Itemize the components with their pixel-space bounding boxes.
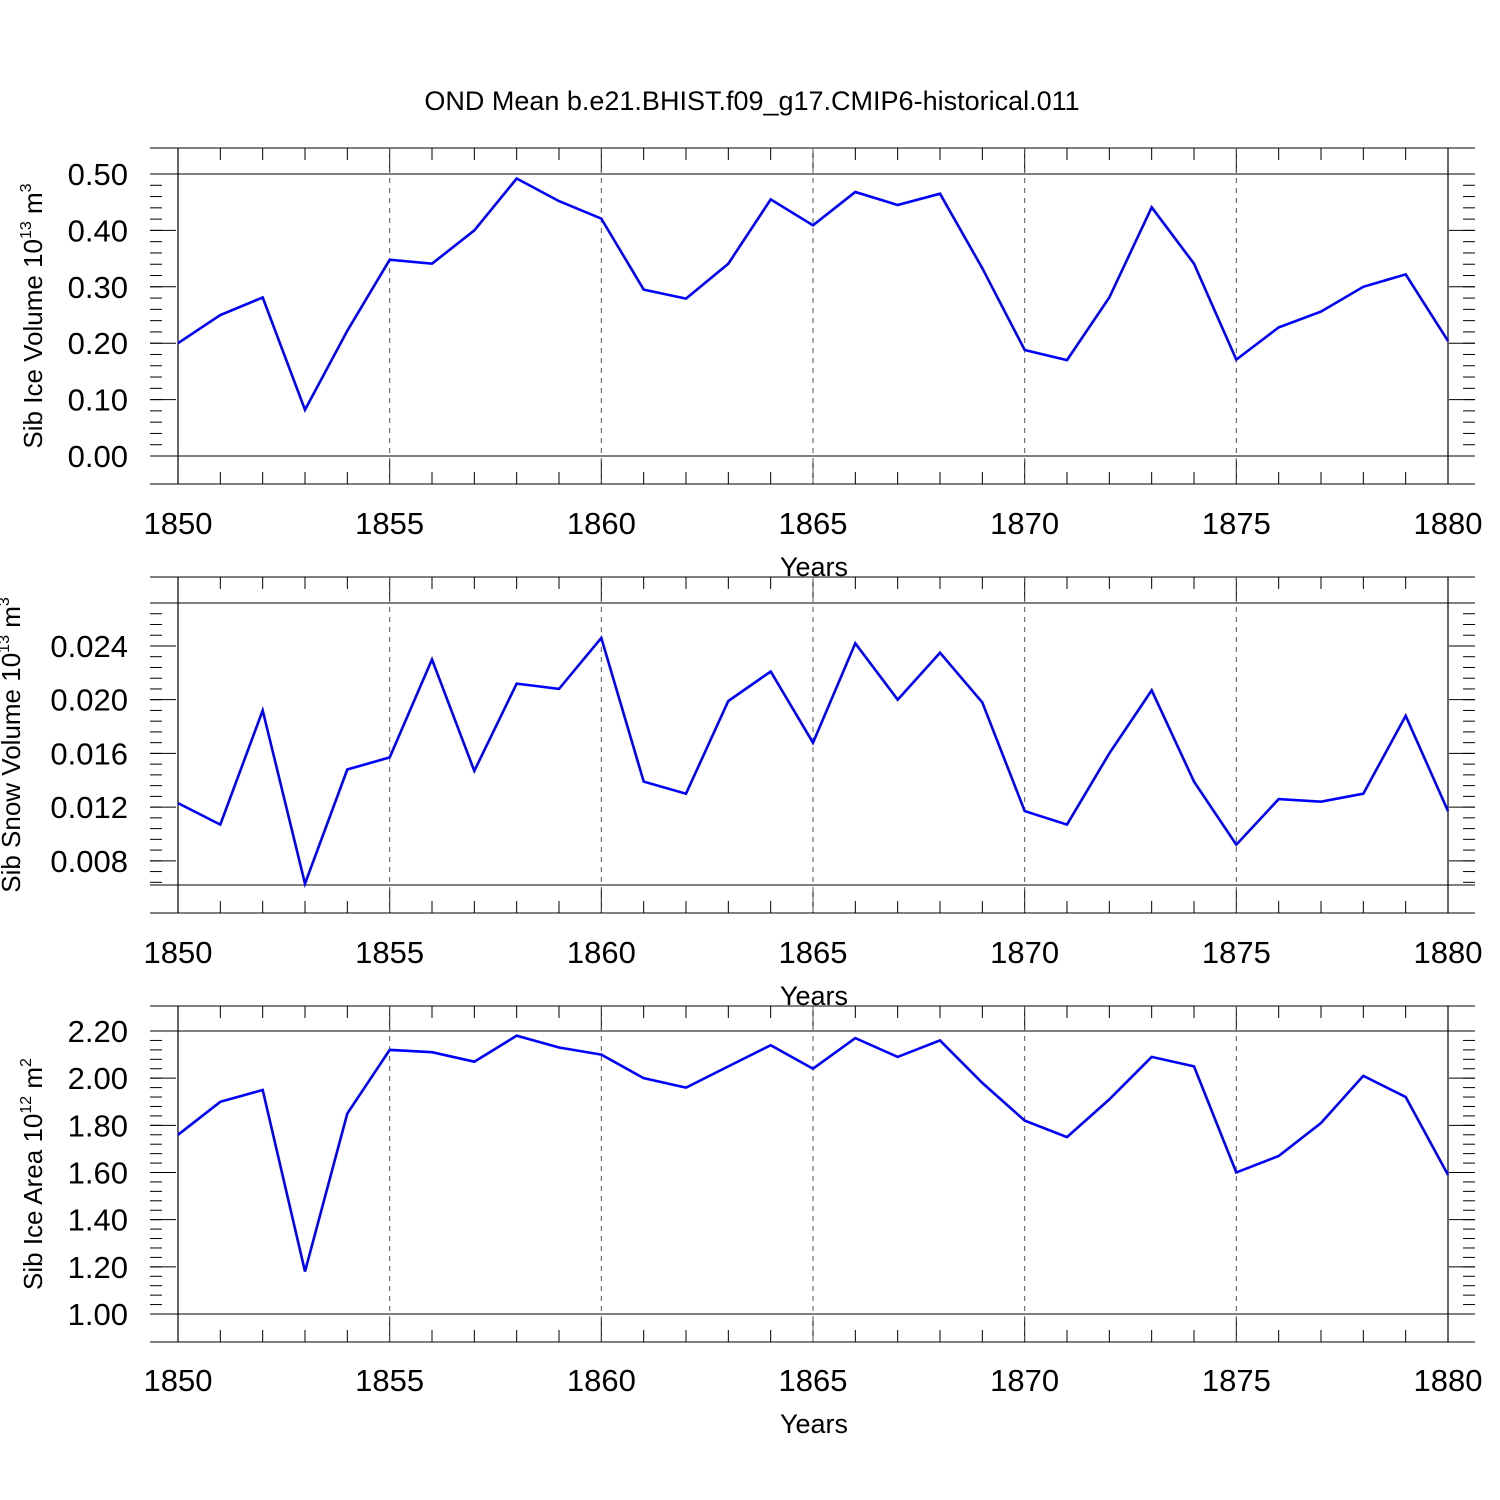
x-tick-label: 1865 <box>779 506 848 541</box>
x-axis-label: Years <box>780 1409 848 1439</box>
series-line <box>177 176 1450 413</box>
y-axis-label: Sib Ice Area 1012 m2 <box>18 1058 48 1290</box>
chart-title: OND Mean b.e21.BHIST.f09_g17.CMIP6-histo… <box>424 86 1079 116</box>
x-tick-label: 1850 <box>144 506 213 541</box>
x-tick-label: 1880 <box>1414 506 1483 541</box>
y-tick-label: 0.012 <box>50 790 128 825</box>
x-tick-label: 1855 <box>355 506 424 541</box>
y-tick-label: 0.016 <box>50 736 128 771</box>
x-tick-label: 1875 <box>1202 1363 1271 1398</box>
x-tick-label: 1860 <box>567 1363 636 1398</box>
x-tick-label: 1860 <box>567 935 636 970</box>
x-tick-label: 1870 <box>990 506 1059 541</box>
x-tick-label: 1875 <box>1202 935 1271 970</box>
y-tick-label: 0.40 <box>68 213 128 248</box>
x-tick-label: 1865 <box>779 1363 848 1398</box>
y-tick-label: 1.80 <box>68 1108 128 1143</box>
x-tick-label: 1865 <box>779 935 848 970</box>
y-tick-label: 1.00 <box>68 1297 128 1332</box>
y-tick-label: 0.020 <box>50 683 128 718</box>
y-axis-label: Sib Snow Volume 1013 m3 <box>0 597 26 893</box>
x-tick-label: 1855 <box>355 935 424 970</box>
x-tick-label: 1870 <box>990 1363 1059 1398</box>
y-tick-label: 1.20 <box>68 1250 128 1285</box>
y-tick-label: 0.00 <box>68 439 128 474</box>
y-tick-label: 0.50 <box>68 157 128 192</box>
y-tick-label: 0.024 <box>50 629 128 664</box>
x-tick-label: 1880 <box>1414 1363 1483 1398</box>
x-tick-label: 1875 <box>1202 506 1271 541</box>
y-tick-label: 0.30 <box>68 270 128 305</box>
y-tick-label: 0.10 <box>68 383 128 418</box>
x-tick-label: 1850 <box>144 935 213 970</box>
y-tick-label: 2.00 <box>68 1061 128 1096</box>
y-tick-label: 1.40 <box>68 1203 128 1238</box>
x-tick-label: 1880 <box>1414 935 1483 970</box>
y-tick-label: 2.20 <box>68 1014 128 1049</box>
y-axis-label: Sib Ice Volume 1013 m3 <box>18 183 48 448</box>
x-tick-label: 1870 <box>990 935 1059 970</box>
y-tick-label: 0.008 <box>50 844 128 879</box>
panel-ice-volume: 1850 1855 1860 1865 1870 1875 1880Years0.000.1… <box>18 147 1483 582</box>
panel-snow-volume: 1850 1855 1860 1865 1870 1875 1880Years0.0080.… <box>0 576 1483 1011</box>
x-tick-label: 1850 <box>144 1363 213 1398</box>
y-tick-label: 0.20 <box>68 326 128 361</box>
y-tick-label: 1.60 <box>68 1156 128 1191</box>
series-line <box>177 1034 1450 1272</box>
panel-ice-area: 1850 1855 1860 1865 1870 1875 1880 Years 1.00 1.2… <box>18 1005 1483 1439</box>
x-tick-label: 1860 <box>567 506 636 541</box>
x-tick-label: 1855 <box>355 1363 424 1398</box>
series-line <box>177 635 1450 889</box>
